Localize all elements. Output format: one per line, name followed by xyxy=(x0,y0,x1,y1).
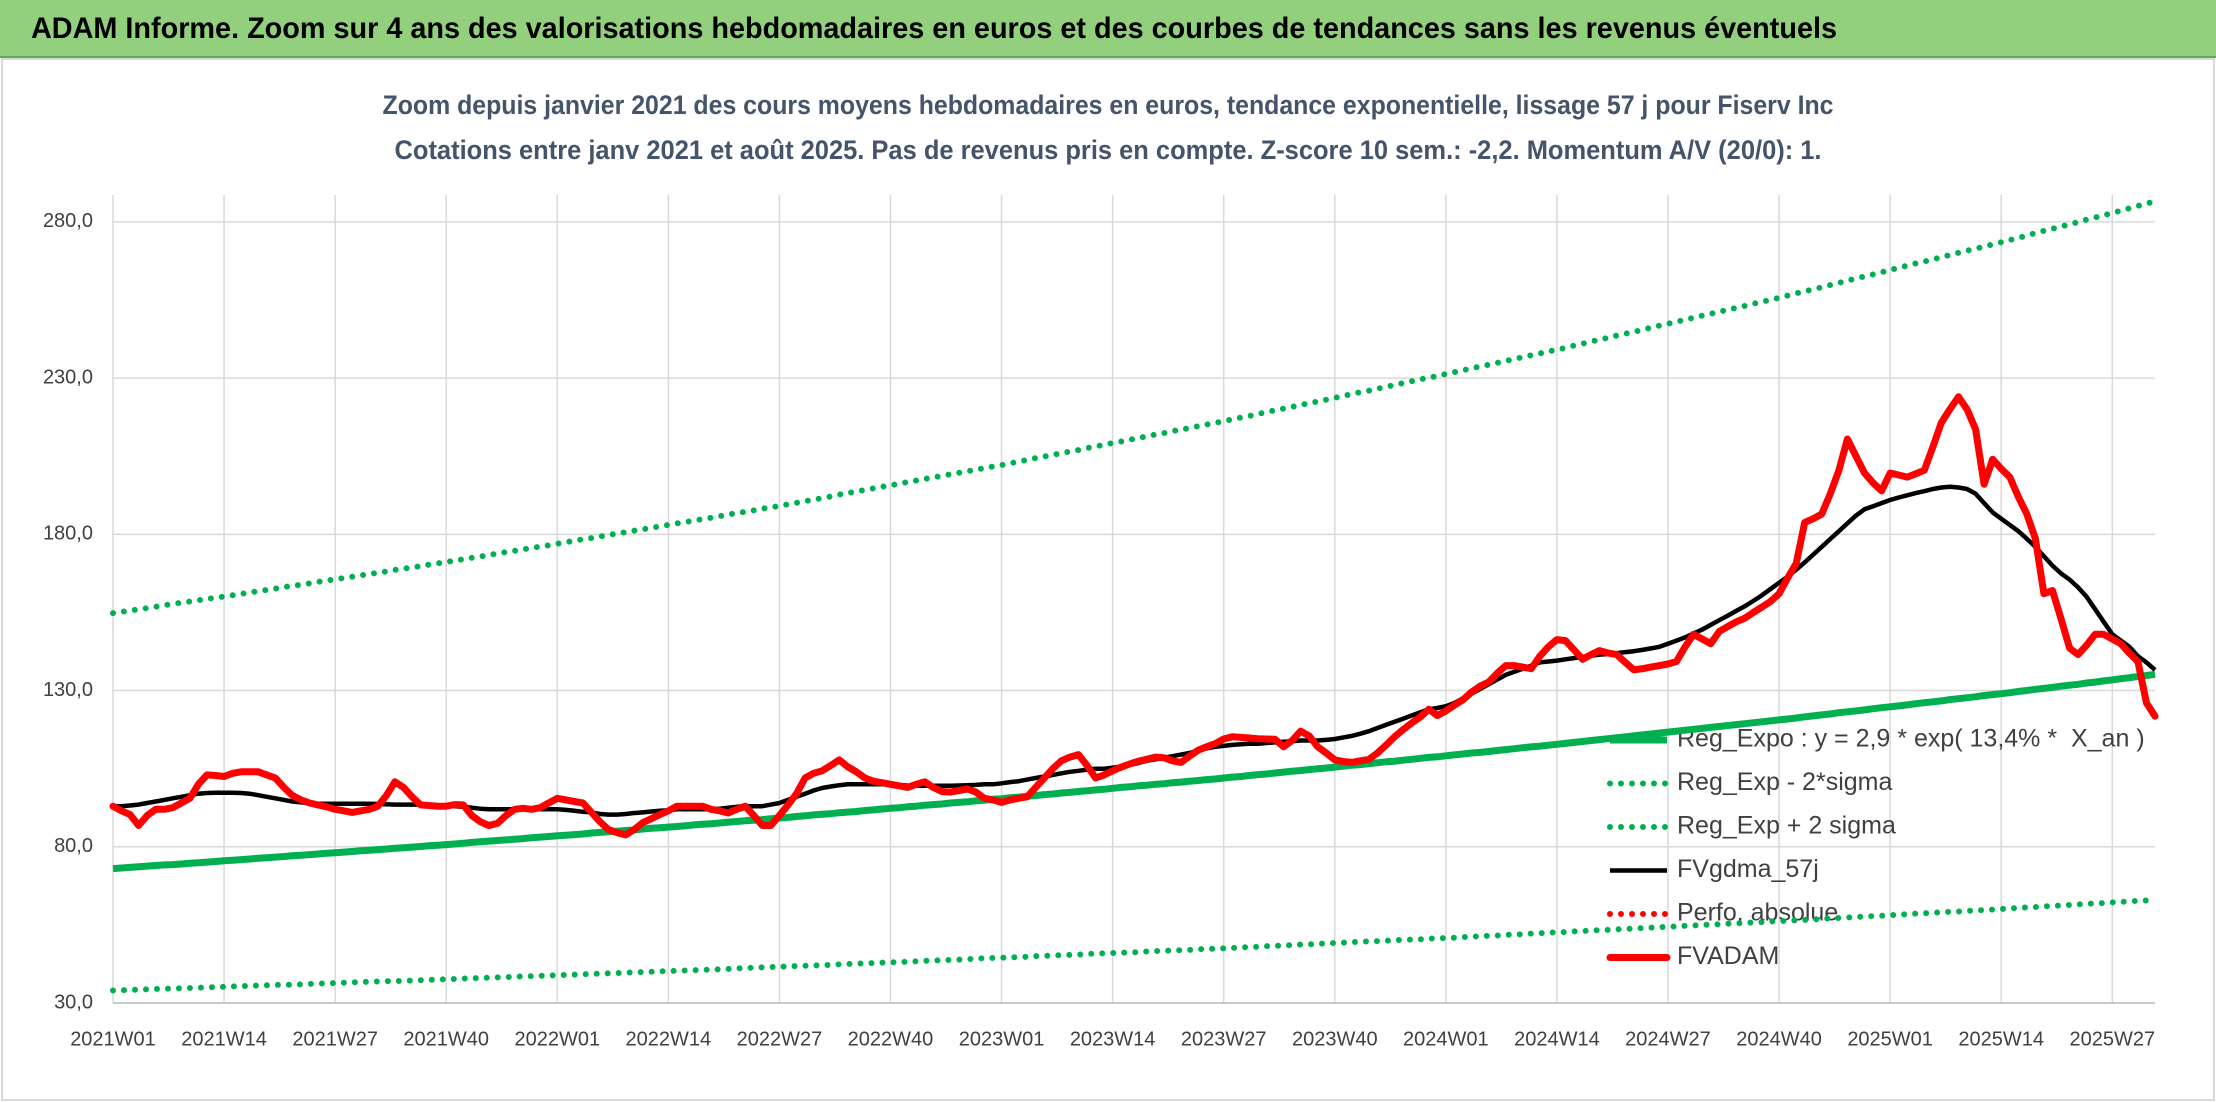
x-tick-label: 2025W14 xyxy=(1958,1028,2044,1050)
legend-label: Reg_Expo : y = 2,9 * exp( 13,4% * X_an ) xyxy=(1677,725,2145,753)
x-tick-label: 2024W01 xyxy=(1403,1028,1489,1050)
x-tick-label: 2024W14 xyxy=(1514,1028,1600,1050)
x-tick-label: 2022W40 xyxy=(848,1028,934,1050)
y-tick-label: 30,0 xyxy=(54,991,93,1013)
x-tick-label: 2023W14 xyxy=(1070,1028,1156,1050)
series-line xyxy=(109,393,2159,839)
x-tick-label: 2024W40 xyxy=(1736,1028,1822,1050)
series-line xyxy=(112,670,2156,873)
x-tick-label: 2021W01 xyxy=(70,1028,156,1050)
banner xyxy=(0,0,2216,57)
series-line xyxy=(110,198,2158,617)
y-tick-label: 280,0 xyxy=(43,210,93,232)
x-tick-label: 2022W01 xyxy=(514,1028,600,1050)
y-tick-label: 80,0 xyxy=(54,835,93,857)
legend-label: Reg_Exp + 2 sigma xyxy=(1677,812,1896,840)
x-tick-label: 2023W27 xyxy=(1181,1028,1267,1050)
x-tick-label: 2022W27 xyxy=(737,1028,823,1050)
legend-label: FVgdma_57j xyxy=(1677,855,1819,883)
y-tick-label: 230,0 xyxy=(43,366,93,388)
x-tick-label: 2024W27 xyxy=(1625,1028,1711,1050)
chart-title: Zoom depuis janvier 2021 des cours moyen… xyxy=(383,90,1834,120)
x-tick-label: 2021W14 xyxy=(181,1028,267,1050)
x-tick-label: 2025W01 xyxy=(1847,1028,1933,1050)
chart-border xyxy=(1,58,2215,1101)
x-tick-label: 2021W40 xyxy=(403,1028,489,1050)
x-tick-label: 2023W40 xyxy=(1292,1028,1378,1050)
series-line xyxy=(110,896,2158,994)
banner-title: ADAM Informe. Zoom sur 4 ans des valoris… xyxy=(31,12,1837,45)
legend-label: Reg_Exp - 2*sigma xyxy=(1677,768,1892,796)
y-tick-label: 180,0 xyxy=(43,523,93,545)
x-tick-label: 2022W14 xyxy=(626,1028,712,1050)
legend-label: Perfo. absolue xyxy=(1677,899,1838,927)
x-tick-label: 2021W27 xyxy=(292,1028,378,1050)
x-tick-label: 2023W01 xyxy=(959,1028,1045,1050)
legend-label: FVADAM xyxy=(1677,942,1779,970)
x-tick-label: 2025W27 xyxy=(2069,1028,2155,1050)
chart-subtitle: Cotations entre janv 2021 et août 2025. … xyxy=(395,135,1822,165)
y-tick-label: 130,0 xyxy=(43,679,93,701)
